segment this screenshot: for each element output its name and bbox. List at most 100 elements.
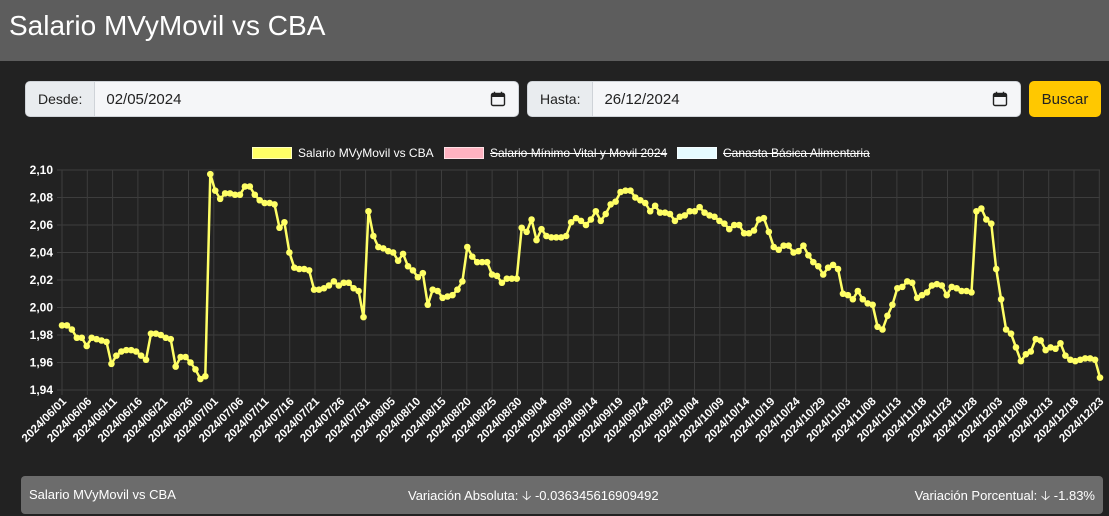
data-point [1047, 344, 1054, 351]
data-point [197, 375, 204, 383]
desde-date-field[interactable]: Desde: 02/05/2024 [25, 81, 519, 117]
data-point [439, 294, 446, 302]
data-point [938, 282, 946, 289]
data-point [246, 183, 254, 190]
percent-variation-value: -1.83% [1053, 488, 1095, 503]
data-point [903, 278, 911, 285]
data-point [987, 220, 995, 227]
data-point [1007, 330, 1015, 337]
legend-item-salario-vs-cba[interactable]: Salario MVyMovil vs CBA [252, 146, 434, 160]
data-point [879, 326, 886, 333]
data-point [730, 221, 738, 229]
data-point [656, 209, 664, 216]
data-point [498, 279, 506, 287]
data-point [671, 217, 679, 225]
data-point [206, 170, 214, 178]
data-point [958, 287, 965, 295]
data-point [651, 202, 659, 210]
data-point [562, 232, 570, 240]
data-point [602, 210, 610, 218]
data-point [997, 295, 1005, 303]
data-point [147, 330, 155, 337]
data-point [844, 291, 852, 299]
legend-swatch [677, 147, 717, 159]
data-point [859, 295, 867, 303]
data-point [414, 273, 422, 281]
data-point [113, 352, 120, 359]
data-point [172, 363, 179, 370]
data-point [202, 372, 209, 380]
data-point [548, 234, 555, 241]
data-point [389, 249, 397, 256]
data-point [948, 283, 956, 291]
y-tick-label: 2,00 [30, 301, 54, 315]
data-point [686, 207, 694, 215]
data-point [592, 207, 600, 215]
data-point [345, 279, 352, 287]
data-point [829, 261, 837, 269]
summary-bar: Salario MVyMovil vs CBA Variación Absolu… [21, 476, 1103, 514]
data-point [93, 335, 100, 343]
data-point [923, 289, 931, 296]
search-button[interactable]: Buscar [1029, 81, 1101, 117]
hasta-date-field[interactable]: Hasta: 26/12/2024 [527, 81, 1021, 117]
absolute-variation: Variación Absoluta: 🡣 -0.036345616909492 [408, 487, 659, 509]
data-point [760, 214, 768, 222]
data-point [1017, 357, 1025, 365]
data-point [295, 265, 303, 273]
data-point [1042, 346, 1049, 354]
data-point [1076, 356, 1084, 364]
legend-label: Canasta Básica Alimentaria [723, 146, 870, 160]
percent-variation-label: Variación Porcentual: [914, 488, 1038, 503]
data-point [330, 278, 338, 285]
calendar-icon[interactable] [490, 91, 506, 107]
data-point [379, 245, 387, 252]
data-point [409, 267, 417, 274]
desde-input[interactable]: 02/05/2024 [106, 90, 182, 108]
y-tick-label: 2,04 [30, 246, 54, 260]
data-point [765, 228, 773, 236]
data-point [538, 225, 545, 233]
data-point [98, 337, 105, 344]
data-point [340, 279, 348, 287]
data-point [424, 301, 432, 309]
data-point [182, 353, 189, 361]
hasta-input[interactable]: 26/12/2024 [604, 90, 680, 108]
legend-item-smvm[interactable]: Salario Mínimo Vital y Movil 2024 [444, 146, 667, 160]
data-point [711, 213, 718, 221]
data-point [973, 207, 980, 215]
data-point [814, 262, 822, 270]
data-point [394, 257, 402, 265]
data-point [582, 221, 590, 229]
data-point [953, 284, 960, 292]
data-point [646, 207, 654, 215]
data-point [824, 264, 832, 271]
data-point [745, 229, 753, 237]
data-point [750, 227, 758, 234]
data-point [898, 283, 906, 291]
legend-item-cba[interactable]: Canasta Básica Alimentaria [677, 146, 870, 160]
calendar-icon[interactable] [992, 91, 1008, 107]
data-point [607, 201, 614, 208]
hasta-label: Hasta: [528, 82, 594, 116]
y-tick-label: 1,98 [30, 328, 54, 342]
data-point [770, 243, 778, 251]
data-point [429, 286, 437, 293]
data-point [1067, 356, 1074, 364]
data-point [725, 225, 733, 233]
data-point [567, 218, 575, 226]
data-point [1022, 350, 1030, 358]
legend-swatch [252, 147, 292, 159]
data-point [533, 236, 540, 244]
data-point [913, 294, 921, 302]
data-point [276, 224, 283, 232]
data-point [627, 187, 634, 194]
data-point [177, 353, 184, 361]
data-point [251, 191, 259, 199]
data-point [780, 242, 787, 249]
y-tick-label: 1,94 [30, 383, 54, 397]
desde-label: Desde: [26, 82, 96, 116]
data-point [612, 198, 619, 205]
data-point [894, 284, 901, 292]
app-header: Salario MVyMovil vs CBA [0, 0, 1109, 61]
